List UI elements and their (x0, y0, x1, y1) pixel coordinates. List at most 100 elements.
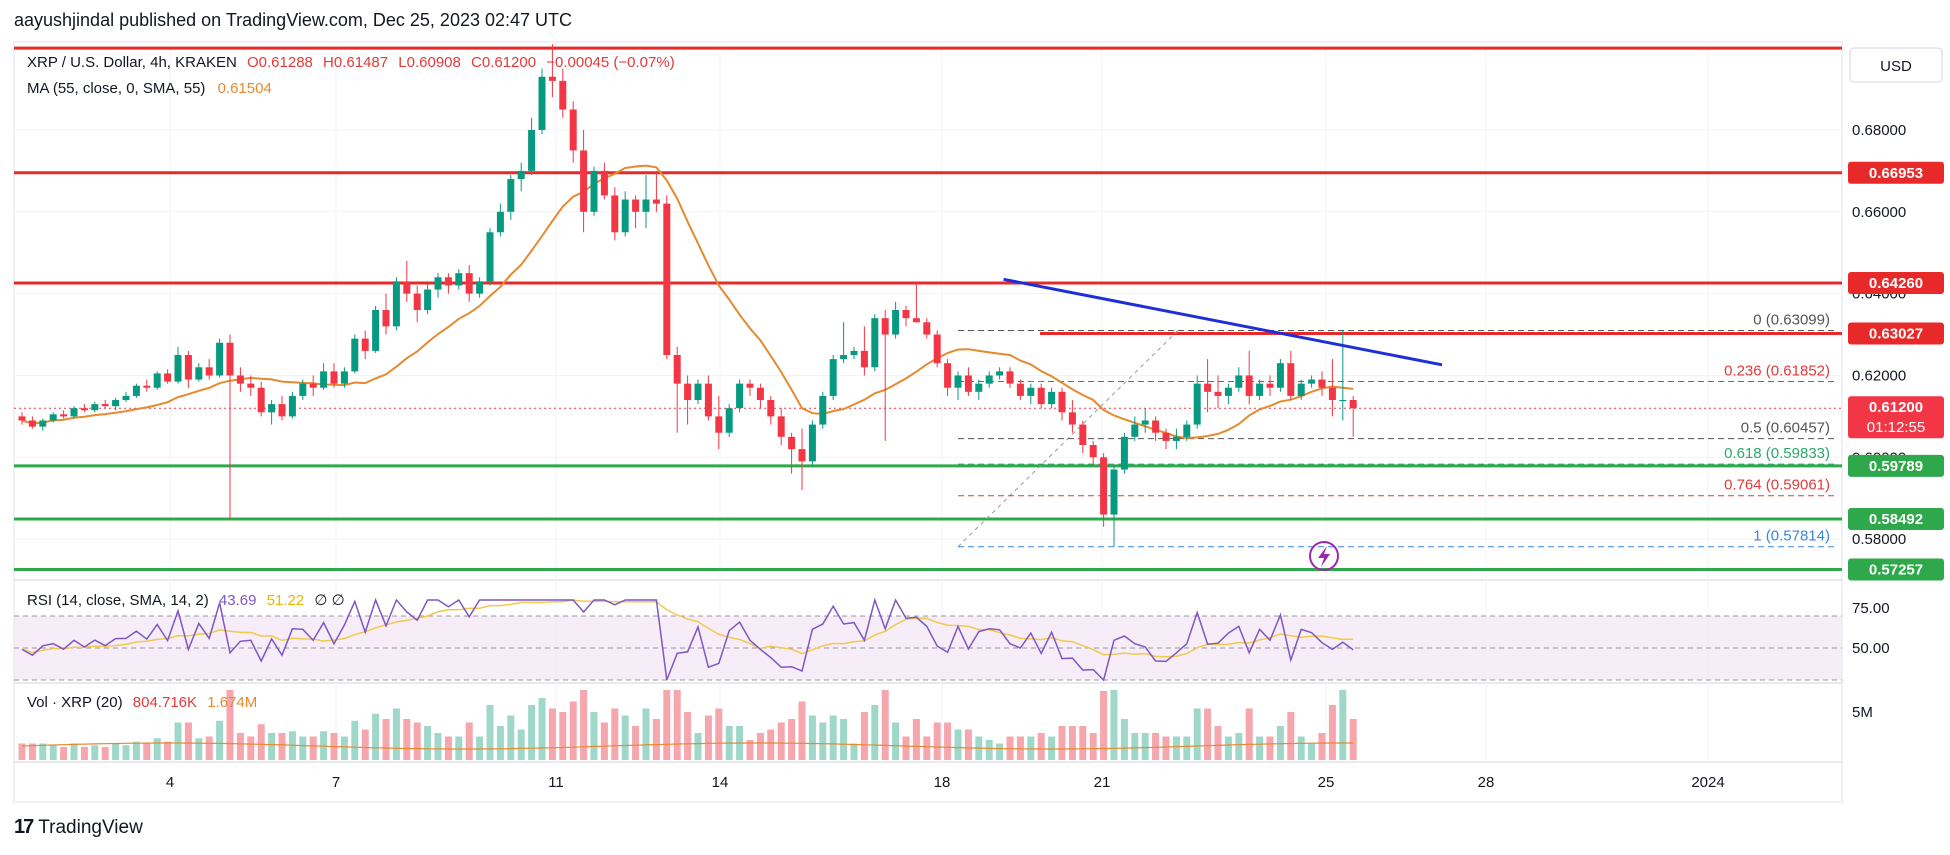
y-tick-label: 0.62000 (1852, 367, 1906, 384)
currency-label[interactable]: USD (1880, 58, 1912, 75)
volume-bar (424, 726, 432, 760)
volume-bar (538, 698, 546, 760)
volume-bar (663, 690, 671, 760)
volume-bar (164, 741, 172, 760)
volume-bar (1152, 733, 1160, 760)
volume-bar (912, 719, 920, 760)
candle-body (413, 293, 421, 310)
y-tick-label: 0.66000 (1852, 204, 1906, 221)
level-label-box (1848, 322, 1944, 345)
candle-body (590, 170, 598, 212)
symbol-name: XRP / U.S. Dollar, 4h, KRAKEN (27, 54, 237, 71)
x-tick-label: 7 (332, 774, 340, 791)
volume-bar (652, 719, 660, 760)
level-label-box (1848, 507, 1944, 530)
x-tick-label: 28 (1478, 774, 1495, 791)
volume-bar (1027, 736, 1035, 760)
candle-body (496, 211, 504, 233)
candle-body (288, 395, 296, 417)
level-label-text: 0.57257 (1869, 562, 1923, 579)
candle-body (1235, 375, 1243, 388)
candle-body (985, 375, 993, 384)
volume-bar (39, 743, 47, 760)
last-price-label: 0.61200 (1869, 399, 1923, 416)
candle-body (1037, 387, 1045, 405)
candle-body (736, 383, 744, 409)
volume-bar (455, 736, 463, 760)
candle-body (372, 310, 380, 351)
volume-bar (944, 722, 952, 760)
rsi-legend: RSI (14, close, SMA, 14, 2) 43.69 51.22 … (27, 591, 345, 609)
candle-body (621, 199, 629, 233)
candle-body (850, 350, 858, 356)
ma-label: MA (55, close, 0, SMA, 55) (27, 80, 206, 97)
horizontal-levels (14, 46, 1842, 572)
lightning-icon[interactable] (1309, 541, 1339, 571)
rsi-value: 43.69 (218, 592, 257, 609)
ma-legend: MA (55, close, 0, SMA, 55) 0.61504 (27, 80, 272, 97)
candle-body (247, 383, 255, 388)
volume-bar (80, 747, 88, 760)
high-value: H0.61487 (323, 54, 389, 71)
currency-box[interactable] (1849, 47, 1943, 83)
lightning-glyph (1318, 546, 1330, 567)
volume-bar (1256, 736, 1264, 760)
volume-bar (808, 715, 816, 760)
tradingview-logo[interactable]: 17 TradingView (14, 816, 143, 839)
volume-bar (881, 690, 889, 760)
candle-body (1027, 387, 1035, 396)
candle-body (600, 170, 608, 196)
candle-body (153, 373, 161, 388)
volume-bar (902, 736, 910, 760)
volume-bar (933, 722, 941, 760)
volume-bar (756, 733, 764, 760)
price-axis-labels: 0.680000.660000.640000.620000.600000.580… (1848, 122, 1944, 581)
candle-body (923, 322, 931, 335)
candle-body (767, 400, 775, 417)
volume-bar (632, 726, 640, 760)
volume-bar (496, 726, 504, 760)
change-value: −0.00045 (−0.07%) (546, 54, 675, 71)
candle-body (226, 342, 234, 376)
volume-bar (1068, 726, 1076, 760)
volume-bar (174, 722, 182, 760)
volume-bar (413, 722, 421, 760)
volume-bar (372, 713, 380, 760)
volume-bar (1318, 733, 1326, 760)
level-label-box (1848, 271, 1944, 294)
candle-body (1276, 363, 1284, 388)
volume-bar (1224, 736, 1232, 760)
ma-value: 0.61504 (217, 80, 272, 97)
x-tick-label: 21 (1094, 774, 1111, 791)
volume-bar (715, 708, 723, 760)
candle-body (517, 170, 525, 180)
candle-body (996, 371, 1004, 376)
volume-bar (788, 719, 796, 760)
volume-bar (798, 701, 806, 760)
volume-bar (132, 741, 140, 760)
volume-bar (476, 736, 484, 760)
x-tick-label: 4 (166, 774, 174, 791)
volume-bar (434, 733, 442, 760)
candle-body (1162, 432, 1170, 441)
fib-level-label: 0.764 (0.59061) (1724, 477, 1830, 494)
candle-body (1256, 383, 1264, 396)
rsi-sma-line (21, 599, 1354, 658)
candle-body (1058, 391, 1066, 413)
volume-bar (819, 722, 827, 760)
candle-body (184, 355, 192, 380)
fib-level-label: 0.236 (0.61852) (1724, 363, 1830, 380)
candle-body (1152, 420, 1160, 433)
volume-bar (1120, 719, 1128, 760)
open-value: O0.61288 (246, 54, 313, 71)
volume-bar (611, 708, 619, 760)
volume-bar (299, 736, 307, 760)
candle-body (1006, 371, 1014, 384)
candle-body (642, 199, 650, 212)
volume-bar (236, 733, 244, 760)
candle-body (1287, 363, 1295, 396)
candle-body (808, 424, 816, 462)
brand-name: TradingView (38, 816, 143, 838)
rsi-line (21, 597, 1354, 682)
trendline-segment (1003, 277, 1443, 367)
